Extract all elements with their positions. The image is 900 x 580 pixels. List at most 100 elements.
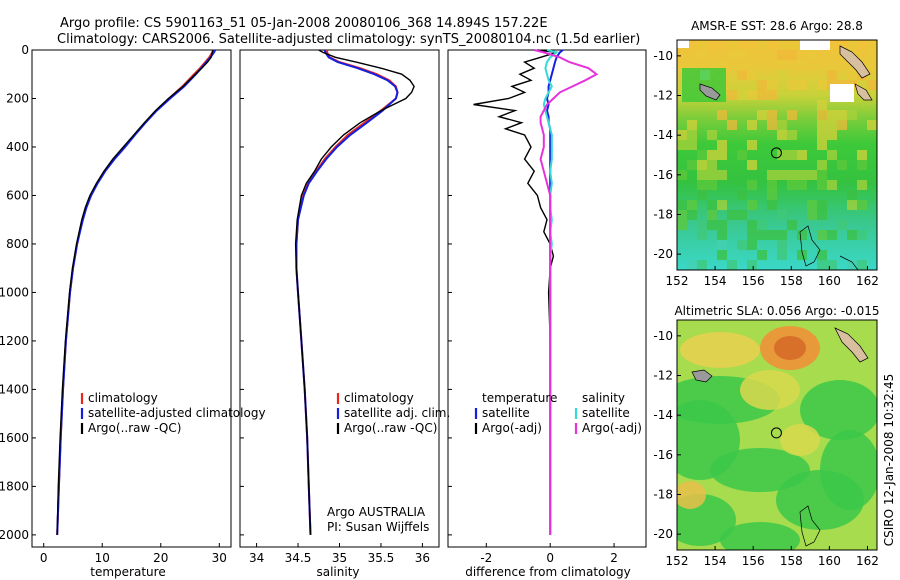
sst-cell <box>837 220 847 230</box>
temperature-ytick-label: 1200 <box>0 334 29 348</box>
sla-map-ytick-label: -12 <box>653 369 673 383</box>
sst-cell <box>797 180 807 190</box>
sst-cell <box>747 90 757 100</box>
sst-cell <box>807 210 817 220</box>
sst-cell <box>747 180 757 190</box>
salinity-xtick-label: 34 <box>249 551 264 565</box>
sst-map-ytick-label: -10 <box>653 49 673 63</box>
sst-cell <box>797 60 807 70</box>
sst-cell <box>717 110 727 120</box>
sst-cell <box>817 120 827 130</box>
sst-cell <box>767 120 777 130</box>
sst-cell <box>777 60 787 70</box>
sst-nodata-patch <box>830 84 854 102</box>
sst-cell <box>747 160 757 170</box>
sst-cell <box>827 180 837 190</box>
temperature-ytick-label: 2000 <box>0 528 29 542</box>
sst-cell <box>747 120 757 130</box>
sla-map-xtick-label: 152 <box>666 554 689 568</box>
temperature-panel: 0 200 400 600 800 1000 1200 1400 1600 1800 2000 0 1… <box>0 43 266 579</box>
temperature-series-clim <box>56 49 214 535</box>
difference-plot-frame <box>447 49 647 548</box>
sst-cell <box>757 230 767 240</box>
sst-cell <box>787 130 797 140</box>
argo-institution-label: Argo AUSTRALIA <box>327 505 426 519</box>
salinity-xtick-label: 34.5 <box>285 551 312 565</box>
sst-cell <box>777 170 787 180</box>
sst-cell <box>717 250 727 260</box>
sst-cell <box>797 80 807 90</box>
sst-argo-location-marker <box>770 147 782 159</box>
sst-cell <box>707 170 717 180</box>
sst-cell <box>777 120 787 130</box>
sst-coast-north <box>839 45 871 79</box>
temperature-ytick-label: 1000 <box>0 285 29 299</box>
difference-xlabel: difference from climatology <box>465 565 631 579</box>
temperature-legend-label: satellite-adjusted climatology <box>88 406 266 420</box>
sst-cell <box>867 120 877 130</box>
sst-cell <box>707 220 717 230</box>
salinity-series-sat <box>295 49 399 535</box>
difference-salinity-legend-label: salinity <box>582 391 625 405</box>
sst-cell <box>817 160 827 170</box>
difference-series-sal_argo <box>533 49 599 535</box>
sla-map-ytick-label: -20 <box>653 527 673 541</box>
sst-cell <box>777 210 787 220</box>
sst-cell <box>717 170 727 180</box>
sst-cell <box>727 210 737 220</box>
sst-cell <box>867 80 877 90</box>
sst-cell <box>807 50 817 60</box>
sst-cell <box>767 110 777 120</box>
sst-cell <box>777 40 787 50</box>
sla-high-core <box>774 336 806 360</box>
sst-cell <box>677 200 687 210</box>
difference-salinity-legend-label: Argo(-adj) <box>582 421 642 435</box>
salinity-xtick-label: 35 <box>332 551 347 565</box>
sst-nodata-patch <box>677 40 689 48</box>
sst-cell <box>857 160 867 170</box>
sst-cell <box>827 260 837 270</box>
sst-cell <box>717 60 727 70</box>
sst-cell <box>817 250 827 260</box>
sst-cell <box>697 190 707 200</box>
sst-cell <box>707 130 717 140</box>
sst-cell <box>857 200 867 210</box>
salinity-legend-label: climatology <box>344 391 414 405</box>
temperature-plot-frame <box>31 49 232 548</box>
sst-cell <box>727 90 737 100</box>
sst-cell <box>697 170 707 180</box>
sst-cell <box>847 40 857 50</box>
sla-blob <box>677 481 706 509</box>
sst-cell <box>847 110 857 120</box>
sst-reef-outline-2 <box>839 255 859 270</box>
temperature-xtick-label: 0 <box>40 551 48 565</box>
difference-panel: -2 0 2 temperaturesatelliteArgo(-adj)salin… <box>447 49 647 579</box>
sla-map-xtick-label: 162 <box>856 554 879 568</box>
sst-cell <box>687 210 697 220</box>
salinity-series-clim <box>295 50 399 535</box>
sst-cell <box>777 70 787 80</box>
sst-cell <box>747 230 757 240</box>
sla-map-xtick-label: 156 <box>742 554 765 568</box>
sst-map-ytick-label: -18 <box>653 207 673 221</box>
sst-cell <box>777 250 787 260</box>
sst-cell <box>677 130 687 140</box>
temperature-ytick-label: 1600 <box>0 431 29 445</box>
sst-cell <box>717 230 727 240</box>
sst-cell <box>737 240 747 250</box>
sla-map-panel: Altimetric SLA: 0.056 Argo: -0.015 152 15… <box>653 304 879 568</box>
sst-cell <box>817 140 827 150</box>
sst-heatmap <box>677 40 877 270</box>
sst-cell <box>797 170 807 180</box>
sst-cell <box>757 90 767 100</box>
sst-cell <box>817 130 827 140</box>
csiro-timestamp: CSIRO 12-Jan-2008 10:32:45 <box>882 374 896 546</box>
sst-cell <box>747 200 757 210</box>
sst-cell <box>787 80 797 90</box>
sst-cell <box>737 50 747 60</box>
sst-cell <box>677 210 687 220</box>
sst-island-outline <box>699 83 721 101</box>
difference-temperature-legend-label: temperature <box>482 391 557 405</box>
